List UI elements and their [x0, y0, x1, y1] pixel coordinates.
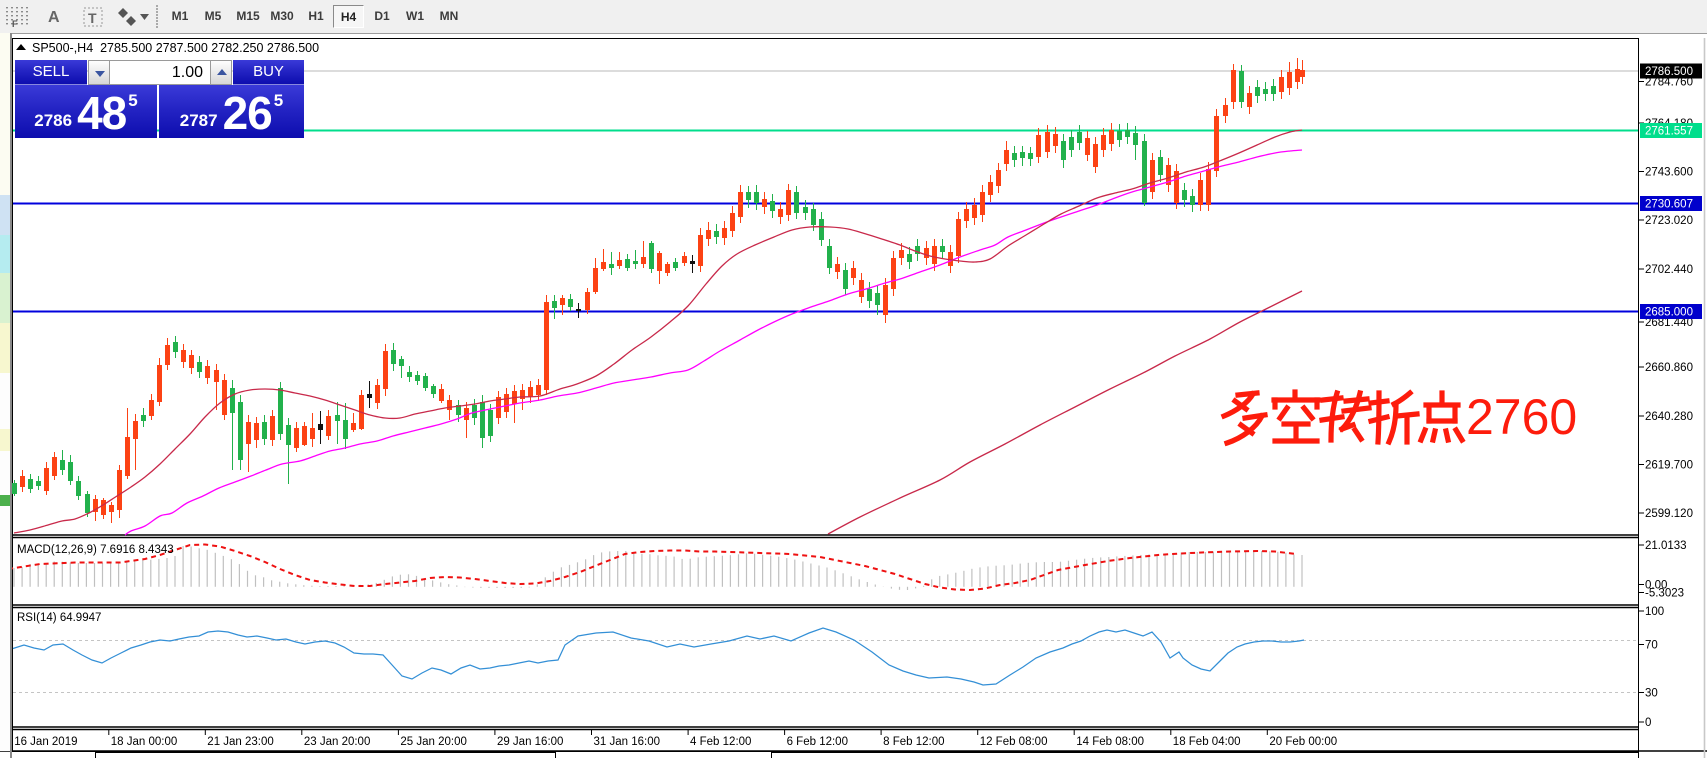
svg-text:SP500-,H4 2785.500 2787.500 2: SP500-,H4 2785.500 2787.500 2782.250 278…	[32, 41, 319, 55]
svg-text:0: 0	[1645, 717, 1651, 729]
svg-text:20 Feb 00:00: 20 Feb 00:00	[1269, 736, 1337, 748]
svg-text:2760: 2760	[1466, 389, 1577, 445]
svg-text:8 Feb 12:00: 8 Feb 12:00	[883, 736, 944, 748]
svg-text:23 Jan 20:00: 23 Jan 20:00	[304, 736, 371, 748]
svg-text:2723.020: 2723.020	[1645, 215, 1693, 227]
svg-text:18 Feb 04:00: 18 Feb 04:00	[1173, 736, 1241, 748]
svg-text:2640.280: 2640.280	[1645, 411, 1693, 423]
svg-text:31 Jan 16:00: 31 Jan 16:00	[594, 736, 661, 748]
svg-text:25 Jan 20:00: 25 Jan 20:00	[400, 736, 467, 748]
svg-text:RSI(14) 64.9947: RSI(14) 64.9947	[17, 612, 101, 624]
svg-text:12 Feb 08:00: 12 Feb 08:00	[980, 736, 1048, 748]
svg-text:2730.607: 2730.607	[1645, 199, 1693, 211]
svg-text:30: 30	[1645, 688, 1658, 700]
svg-text:6 Feb 12:00: 6 Feb 12:00	[787, 736, 848, 748]
svg-text:2619.700: 2619.700	[1645, 460, 1693, 472]
svg-text:2761.557: 2761.557	[1645, 126, 1693, 138]
svg-text:MACD(12,26,9) 7.6916 8.4343: MACD(12,26,9) 7.6916 8.4343	[17, 544, 174, 556]
svg-text:T: T	[88, 10, 97, 26]
svg-text:2660.860: 2660.860	[1645, 362, 1693, 374]
svg-text:2784.760: 2784.760	[1645, 77, 1693, 89]
svg-text:21 Jan 23:00: 21 Jan 23:00	[207, 736, 274, 748]
svg-text:2702.440: 2702.440	[1645, 264, 1693, 276]
svg-text:100: 100	[1645, 606, 1664, 618]
svg-text:2599.120: 2599.120	[1645, 508, 1693, 520]
svg-text:29 Jan 16:00: 29 Jan 16:00	[497, 736, 564, 748]
svg-text:A: A	[48, 9, 60, 26]
svg-text:16 Jan 2019: 16 Jan 2019	[14, 736, 77, 748]
svg-text:21.0133: 21.0133	[1645, 540, 1687, 552]
svg-text:2743.600: 2743.600	[1645, 167, 1693, 179]
svg-text:18 Jan 00:00: 18 Jan 00:00	[111, 736, 178, 748]
svg-text:2685.000: 2685.000	[1645, 307, 1693, 319]
svg-text:14 Feb 08:00: 14 Feb 08:00	[1076, 736, 1144, 748]
svg-text:-5.3023: -5.3023	[1645, 588, 1684, 600]
svg-text:2786.500: 2786.500	[1645, 66, 1693, 78]
svg-text:2681.440: 2681.440	[1645, 317, 1693, 329]
svg-text:F: F	[12, 19, 18, 29]
svg-text:4 Feb 12:00: 4 Feb 12:00	[690, 736, 751, 748]
svg-text:0.00: 0.00	[1645, 580, 1667, 592]
svg-text:70: 70	[1645, 640, 1658, 652]
